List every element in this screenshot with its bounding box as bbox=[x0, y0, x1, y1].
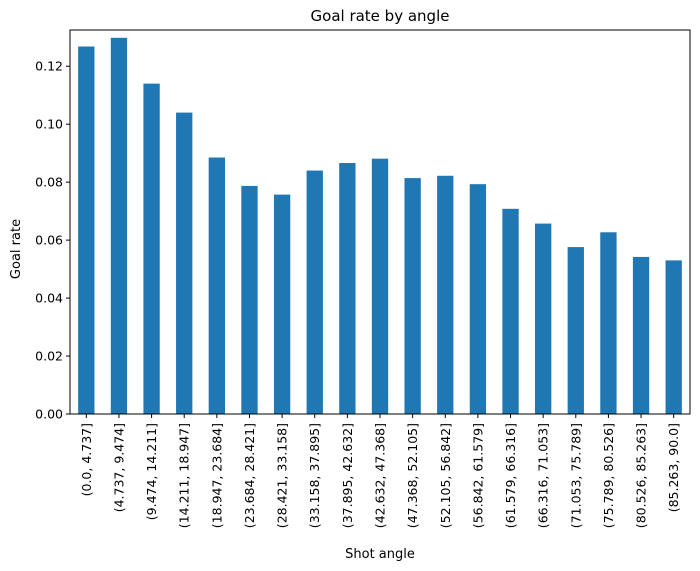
y-tick-label: 0.02 bbox=[35, 349, 63, 364]
bar-7 bbox=[306, 170, 323, 414]
bar-15 bbox=[567, 247, 584, 414]
x-tick-label: (0.0, 4.737] bbox=[79, 423, 94, 496]
x-tick-label: (75.789, 80.526] bbox=[601, 423, 616, 528]
bar-14 bbox=[535, 223, 552, 414]
x-tick-label: (14.211, 18.947] bbox=[177, 423, 192, 528]
bar-6 bbox=[273, 194, 291, 414]
bar-10 bbox=[404, 178, 421, 414]
y-axis: 0.00 0.02 0.04 0.06 0.08 0.10 0.12 bbox=[35, 59, 70, 422]
bar-13 bbox=[502, 208, 519, 414]
bar-9 bbox=[371, 158, 389, 414]
plot-frame bbox=[69, 29, 691, 415]
bars-group bbox=[78, 37, 682, 415]
chart-title: Goal rate by angle bbox=[311, 7, 450, 25]
y-tick-label: 0.10 bbox=[35, 117, 63, 132]
x-tick-label: (47.368, 52.105] bbox=[405, 423, 420, 528]
y-tick-label: 0.08 bbox=[35, 175, 63, 190]
x-tick-label: (4.737, 9.474] bbox=[111, 423, 126, 512]
bar-2 bbox=[143, 83, 160, 415]
x-tick-label: (80.526, 85.263] bbox=[634, 423, 649, 528]
y-tick-label: 0.06 bbox=[35, 233, 63, 248]
bar-8 bbox=[339, 163, 356, 414]
x-tick-label: (85.263, 90.0] bbox=[666, 423, 681, 512]
x-axis: (0.0, 4.737] (4.737, 9.474] (9.474, 14.211… bbox=[79, 414, 681, 528]
bar-0 bbox=[78, 46, 95, 415]
y-tick-label: 0.04 bbox=[35, 291, 63, 306]
bar-3 bbox=[176, 112, 193, 414]
bar-16 bbox=[600, 232, 617, 414]
bar-4 bbox=[208, 157, 225, 414]
x-tick-label: (56.842, 61.579] bbox=[470, 423, 485, 528]
x-tick-label: (61.579, 66.316] bbox=[503, 423, 518, 528]
bar-11 bbox=[437, 175, 454, 414]
x-axis-label: Shot angle bbox=[345, 547, 415, 562]
x-tick-label: (52.105, 56.842] bbox=[438, 423, 453, 528]
x-tick-label: (33.158, 37.895] bbox=[307, 423, 322, 528]
x-tick-label: (37.895, 42.632] bbox=[340, 423, 355, 528]
x-tick-label: (9.474, 14.211] bbox=[144, 423, 159, 520]
bar-1 bbox=[110, 37, 128, 414]
x-tick-label: (23.684, 28.421] bbox=[242, 423, 257, 528]
x-tick-label: (66.316, 71.053] bbox=[536, 423, 551, 528]
x-tick-label: (42.632, 47.368] bbox=[373, 423, 388, 528]
x-tick-label: (28.421, 33.158] bbox=[275, 423, 290, 528]
bar-12 bbox=[469, 184, 487, 414]
y-tick-label: 0.12 bbox=[35, 59, 63, 74]
x-tick-label: (18.947, 23.684] bbox=[209, 423, 224, 528]
bar-18 bbox=[665, 260, 682, 414]
bar-5 bbox=[241, 185, 258, 414]
y-axis-label: Goal rate bbox=[9, 219, 24, 279]
bar-17 bbox=[632, 256, 650, 414]
y-tick-label: 0.00 bbox=[35, 407, 63, 422]
x-tick-label: (71.053, 75.789] bbox=[568, 423, 583, 528]
